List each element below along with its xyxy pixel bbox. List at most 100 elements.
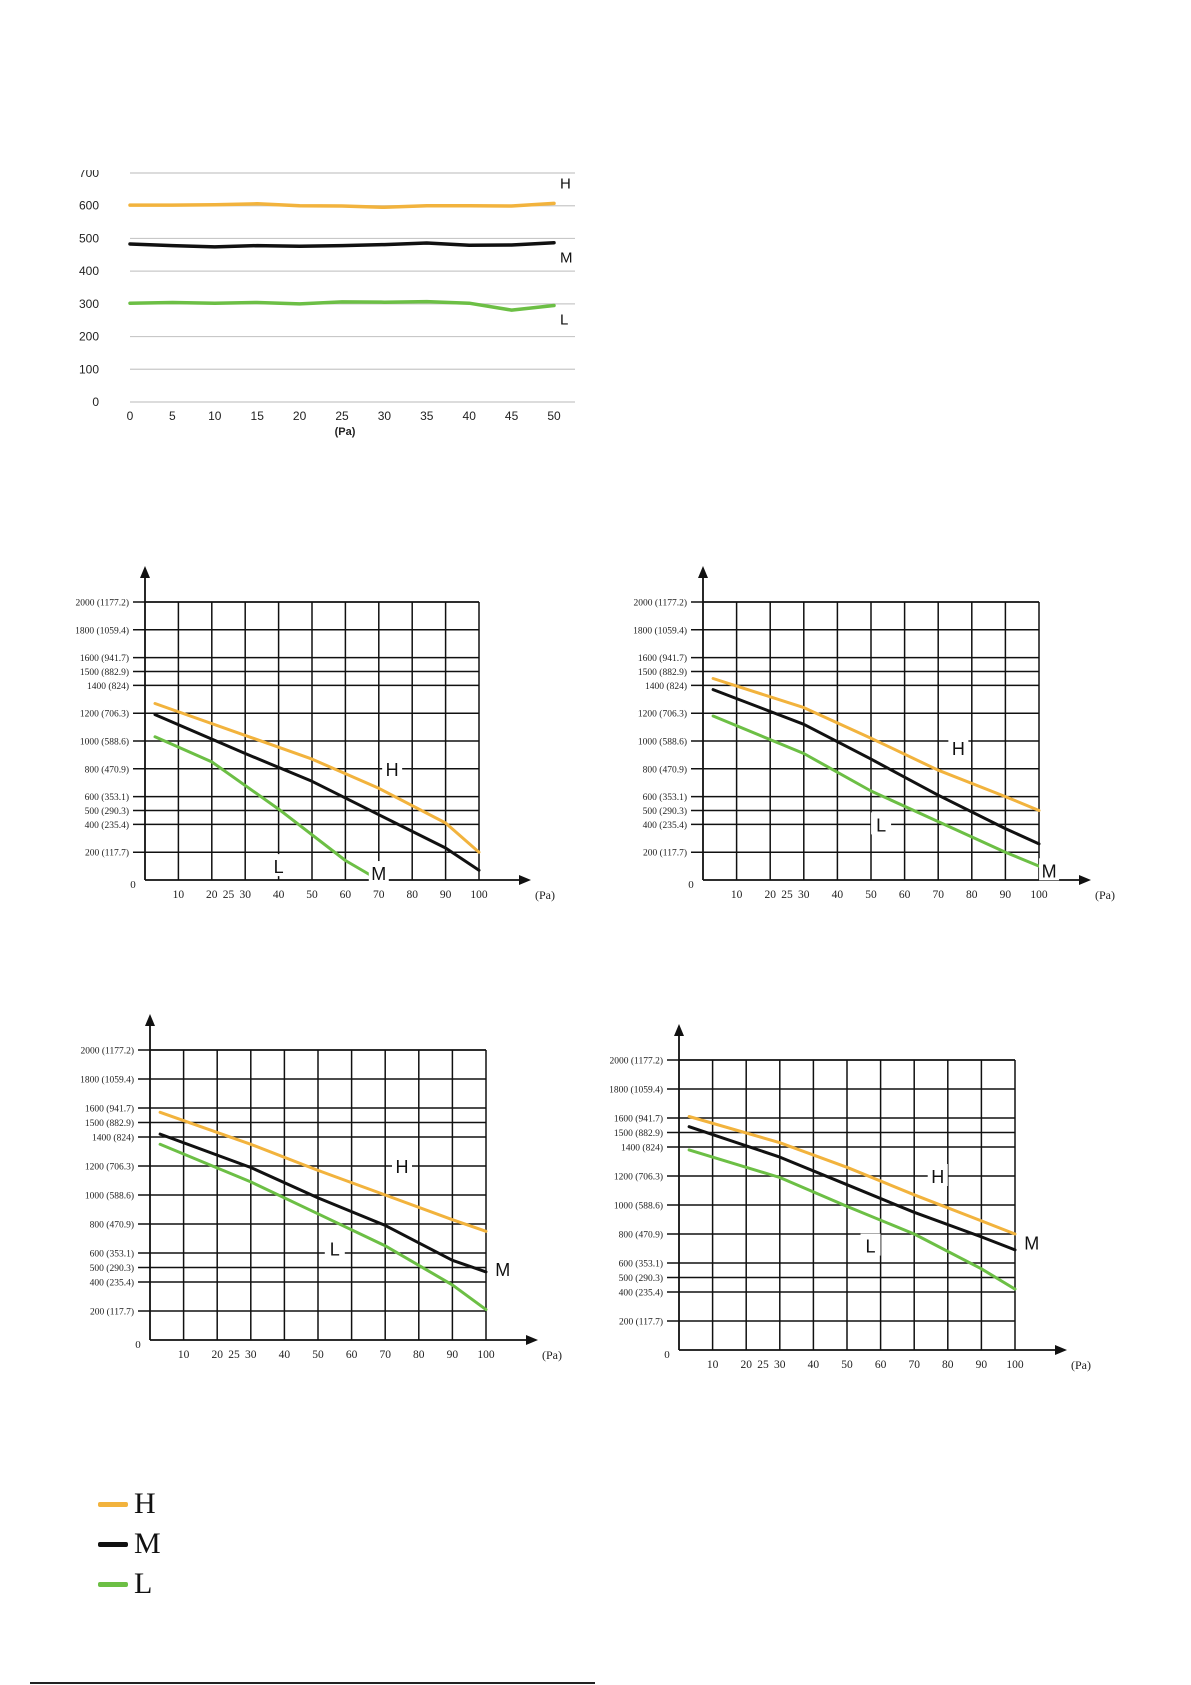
x-tick-label: 40 bbox=[279, 1349, 291, 1361]
y-tick-label: 1200 (706.3) bbox=[85, 1162, 134, 1173]
series-label-h: H bbox=[386, 760, 399, 780]
series-label-m: M bbox=[560, 250, 573, 267]
series-label-h: H bbox=[560, 175, 571, 192]
y-tick-label: 400 (235.4) bbox=[85, 820, 129, 831]
static-pressure-chart-1: 200 (117.7) 400 (235.4) 500 (290.3) 600 (35… bbox=[75, 566, 555, 902]
y-tick-label: 200 bbox=[79, 330, 99, 344]
y-tick-label: 800 (470.9) bbox=[619, 1230, 663, 1241]
x-tick-label: 70 bbox=[373, 889, 385, 901]
x-axis-arrow bbox=[1079, 875, 1091, 885]
x-tick-label: 100 bbox=[1030, 889, 1048, 901]
x-tick-label: 40 bbox=[463, 409, 477, 423]
y-tick-label: 400 (235.4) bbox=[643, 820, 687, 831]
x-axis-label: (Pa) bbox=[1095, 888, 1115, 902]
legend-label-m: M bbox=[134, 1527, 161, 1560]
origin-label: 0 bbox=[664, 1349, 670, 1361]
y-tick-label: 1800 (1059.4) bbox=[610, 1085, 663, 1096]
series-label-bg-l bbox=[324, 1236, 345, 1259]
x-tick-label: 10 bbox=[208, 409, 222, 423]
y-tick-label: 600 (353.1) bbox=[643, 792, 687, 803]
legend-item-m: M bbox=[98, 1524, 161, 1564]
legend-swatch-m bbox=[98, 1541, 128, 1547]
y-tick-label: 500 (290.3) bbox=[643, 806, 687, 817]
y-tick-label: 600 bbox=[79, 199, 99, 213]
y-tick-label: 1800 (1059.4) bbox=[75, 625, 129, 636]
series-label-h: H bbox=[952, 739, 965, 759]
series-label-bg-m bbox=[368, 861, 389, 884]
y-tick-label: 2000 (1177.2) bbox=[610, 1056, 663, 1067]
origin-label: 0 bbox=[130, 879, 136, 891]
series-label-m: M bbox=[1024, 1234, 1039, 1254]
x-tick-label: 50 bbox=[841, 1359, 853, 1371]
legend-item-l: L bbox=[98, 1564, 161, 1604]
x-tick-label: 30 bbox=[798, 889, 810, 901]
x-tick-label: 80 bbox=[406, 889, 418, 901]
y-tick-label: 1800 (1059.4) bbox=[633, 625, 687, 636]
x-tick-label: 45 bbox=[505, 409, 519, 423]
series-label-m: M bbox=[495, 1260, 510, 1280]
x-tick-label: 30 bbox=[378, 409, 392, 423]
y-axis-arrow bbox=[140, 566, 150, 578]
y-tick-label: 1400 (824) bbox=[621, 1143, 663, 1154]
y-tick-label: 1500 (882.9) bbox=[614, 1128, 663, 1139]
series-curve-l bbox=[711, 714, 1041, 868]
y-tick-label: 500 bbox=[79, 231, 99, 245]
x-tick-label: 10 bbox=[173, 889, 185, 901]
x-tick-label: 60 bbox=[346, 1349, 358, 1361]
y-tick-label: 1600 (941.7) bbox=[614, 1114, 663, 1125]
series-label-bg-l bbox=[871, 812, 892, 835]
x-tick-label: 20 bbox=[206, 889, 218, 901]
x-axis-arrow bbox=[1055, 1345, 1067, 1355]
y-tick-label: 400 bbox=[79, 264, 99, 278]
x-tick-label: 80 bbox=[413, 1349, 425, 1361]
y-tick-label: 500 (290.3) bbox=[90, 1263, 134, 1274]
legend-swatch-l bbox=[98, 1581, 128, 1587]
series-label-l: L bbox=[330, 1240, 340, 1260]
y-tick-label: 500 (290.3) bbox=[619, 1273, 663, 1284]
x-axis-arrow bbox=[526, 1335, 538, 1345]
static-pressure-chart-2: 200 (117.7) 400 (235.4) 500 (290.3) 600 (35… bbox=[633, 566, 1115, 902]
x-tick-label: 60 bbox=[875, 1359, 887, 1371]
series-label-bg-m bbox=[1021, 1230, 1042, 1253]
series-label-bg-m bbox=[492, 1256, 513, 1279]
x-tick-label: 20 bbox=[293, 409, 307, 423]
x-tick-label: 10 bbox=[178, 1349, 190, 1361]
x-tick-label: 60 bbox=[340, 889, 352, 901]
x-axis-label: (Pa) bbox=[1071, 1358, 1091, 1372]
y-axis-arrow bbox=[674, 1024, 684, 1036]
y-axis-arrow bbox=[145, 1014, 155, 1026]
x-tick-label: 80 bbox=[966, 889, 978, 901]
x-tick-label: 50 bbox=[547, 409, 561, 423]
y-tick-label: 800 (470.9) bbox=[85, 764, 129, 775]
y-tick-label: 1600 (941.7) bbox=[85, 1104, 134, 1115]
series-curve-m bbox=[158, 1132, 488, 1274]
airflow-line-chart: 0 100 200 300 400 500 600 700 0 5 10 15 20 25 30 35 40 45… bbox=[79, 170, 575, 438]
x-tick-label: 50 bbox=[312, 1349, 324, 1361]
x-tick-label: 70 bbox=[379, 1349, 391, 1361]
series-curve-h bbox=[153, 702, 481, 854]
series-curve-h bbox=[711, 677, 1041, 812]
y-tick-label: 1400 (824) bbox=[92, 1133, 134, 1144]
series-label-l: L bbox=[876, 815, 886, 835]
legend: H M L bbox=[98, 1484, 161, 1604]
x-tick-label: 20 bbox=[740, 1359, 752, 1371]
series-label-l: L bbox=[866, 1237, 876, 1257]
x-tick-label: 35 bbox=[420, 409, 434, 423]
series-label-m: M bbox=[1042, 861, 1057, 881]
y-tick-label: 1000 (588.6) bbox=[80, 737, 129, 748]
x-tick-label: 5 bbox=[169, 409, 176, 423]
y-tick-label: 1200 (706.3) bbox=[80, 709, 129, 720]
y-tick-label: 400 (235.4) bbox=[619, 1288, 663, 1299]
x-tick-label: 10 bbox=[707, 1359, 719, 1371]
series-curve-m bbox=[687, 1125, 1017, 1252]
series-label-l: L bbox=[274, 857, 284, 877]
series-label-bg-h bbox=[927, 1164, 948, 1186]
x-tick-label: 50 bbox=[306, 889, 318, 901]
static-pressure-chart-3: 200 (117.7) 400 (235.4) 500 (290.3) 600 (35… bbox=[80, 1014, 562, 1362]
x-axis-arrow bbox=[519, 875, 531, 885]
series-label-bg-h bbox=[382, 756, 403, 779]
x-tick-label: 90 bbox=[1000, 889, 1012, 901]
y-tick-label: 1500 (882.9) bbox=[638, 667, 687, 678]
series-curve-h bbox=[687, 1115, 1017, 1236]
series-label-bg-h bbox=[948, 735, 969, 758]
